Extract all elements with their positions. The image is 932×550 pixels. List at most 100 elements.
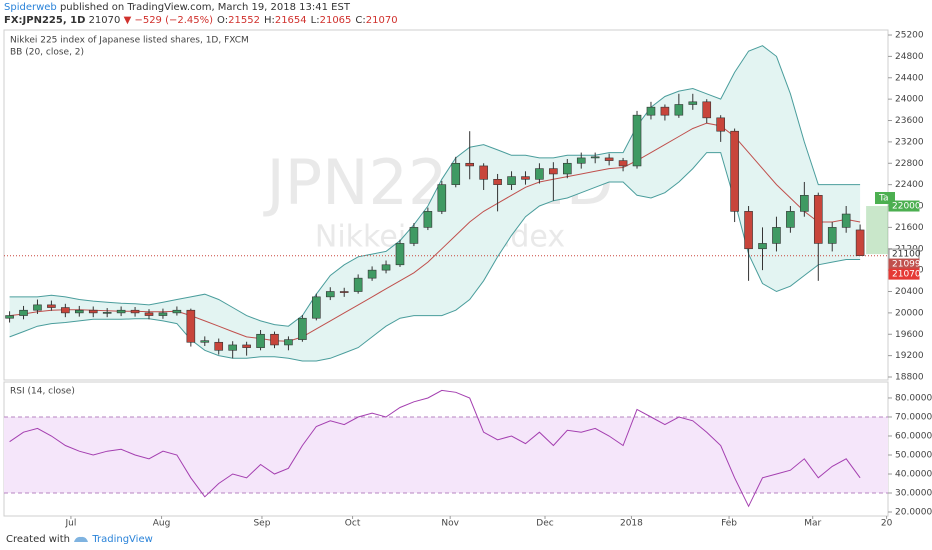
ohlc-label: C:: [355, 15, 366, 26]
x-tick-label: Aug: [153, 519, 171, 529]
y-tick-label: 23600: [895, 116, 924, 126]
candle-body: [493, 178, 502, 185]
candle-body: [74, 309, 84, 314]
candle-body: [116, 309, 126, 314]
candle-body: [590, 156, 600, 159]
candle-body: [660, 106, 670, 116]
candle-body: [130, 309, 140, 314]
candle-body: [214, 341, 224, 351]
y-tick-label: 24000: [895, 95, 924, 105]
price-label-box: [888, 268, 920, 280]
candle-body: [409, 227, 419, 244]
candle-body: [437, 184, 447, 212]
candle-body: [563, 162, 572, 175]
brand-icon: [74, 536, 89, 542]
y-tick-label: 20000: [895, 308, 924, 318]
ohlc: O:21552 H:21654 L:21065 C:21070: [213, 15, 398, 26]
y-tick-label: 19600: [895, 330, 924, 340]
candle-body: [535, 168, 544, 180]
candle-body: [549, 168, 558, 175]
candle-body: [507, 176, 516, 185]
candle-body: [367, 269, 377, 279]
candle-body: [772, 227, 781, 244]
price-label-box: [888, 200, 920, 212]
rsi-title[interactable]: RSI (14, close): [10, 387, 75, 397]
ohlc-label: L:: [310, 15, 320, 26]
candle-body: [242, 344, 251, 348]
ohlc-label: O:: [217, 15, 229, 26]
y-tick-label: 50.0000: [895, 450, 932, 460]
y-tick-label: 24800: [895, 52, 924, 62]
candle-body: [674, 104, 684, 116]
last-price: 21070: [88, 15, 121, 26]
y-tick-label: 20400: [895, 287, 924, 297]
candle-body: [744, 211, 753, 250]
x-tick-label: Mar: [804, 519, 821, 529]
candle-body: [102, 312, 112, 314]
candle-body: [61, 307, 70, 314]
publish-line: Spiderweb published on TradingView.com, …: [4, 2, 350, 13]
candle-body: [298, 317, 307, 340]
y-tick-label: 30.0000: [895, 489, 932, 499]
change: −529 (−2.45%): [134, 15, 214, 26]
candle-body: [786, 211, 795, 228]
candle-body: [521, 176, 530, 180]
down-arrow: ▼: [123, 15, 132, 26]
publisher[interactable]: Spiderweb: [4, 2, 57, 13]
published: published on TradingView.com, March 19, …: [59, 2, 350, 13]
y-tick-label: 40.0000: [895, 469, 932, 479]
footer: Created with TradingView: [6, 533, 153, 545]
candle-body: [381, 264, 391, 271]
created-with: Created with: [6, 534, 70, 545]
band-upper: [9, 45, 861, 327]
rsi-line: [9, 389, 861, 508]
candle-body: [5, 315, 14, 319]
rsi-band: [4, 416, 888, 494]
candle-body: [47, 304, 56, 308]
band-fill: [9, 45, 861, 361]
price-label: 21070: [892, 270, 921, 280]
candle-body: [339, 291, 349, 293]
candle-body: [730, 130, 739, 212]
ohlc-value: 21552: [228, 15, 260, 26]
candle-body: [604, 157, 614, 161]
y-tick-label: 70.0000: [895, 412, 932, 422]
candle-body: [19, 309, 28, 316]
y-tick-label: 23200: [895, 137, 924, 147]
candle-body: [855, 229, 865, 257]
y-tick-label: 25200: [895, 31, 924, 41]
candle-body: [465, 162, 475, 167]
candle-body: [228, 344, 237, 351]
chart-title: Nikkei 225 index of Japanese listed shar…: [10, 36, 249, 46]
x-tick-label: 2018: [620, 519, 643, 529]
brand[interactable]: TradingView: [92, 534, 153, 545]
candle-body: [479, 165, 488, 180]
symbol: FX:JPN225, 1D: [4, 15, 86, 26]
price-label: 21100: [892, 250, 921, 260]
candle-body: [632, 114, 642, 167]
candle-body: [702, 101, 712, 119]
y-tick-label: 19200: [895, 351, 924, 361]
candle-body: [158, 312, 168, 316]
x-tick-label: Sep: [253, 519, 270, 529]
candle-body: [284, 339, 293, 346]
target-label: Ta: [878, 194, 889, 204]
candle-body: [88, 309, 98, 314]
y-tick-label: 24400: [895, 73, 924, 83]
candle-body: [646, 106, 656, 116]
y-tick-label: 21600: [895, 223, 924, 233]
candle-body: [618, 160, 628, 167]
price-label: 21099: [892, 260, 921, 270]
x-tick-label: Jul: [64, 519, 76, 529]
candle-body: [325, 291, 335, 298]
ohlc-label: H:: [263, 15, 275, 26]
candle-body: [688, 101, 698, 105]
y-tick-label: 60.0000: [895, 431, 932, 441]
indicator-name[interactable]: BB (20, close, 2): [10, 48, 84, 58]
target-zone: [866, 206, 888, 255]
candle-body: [827, 227, 837, 244]
candle-body: [758, 243, 767, 250]
x-tick-label: 20: [881, 519, 893, 529]
candle-body: [841, 213, 851, 228]
